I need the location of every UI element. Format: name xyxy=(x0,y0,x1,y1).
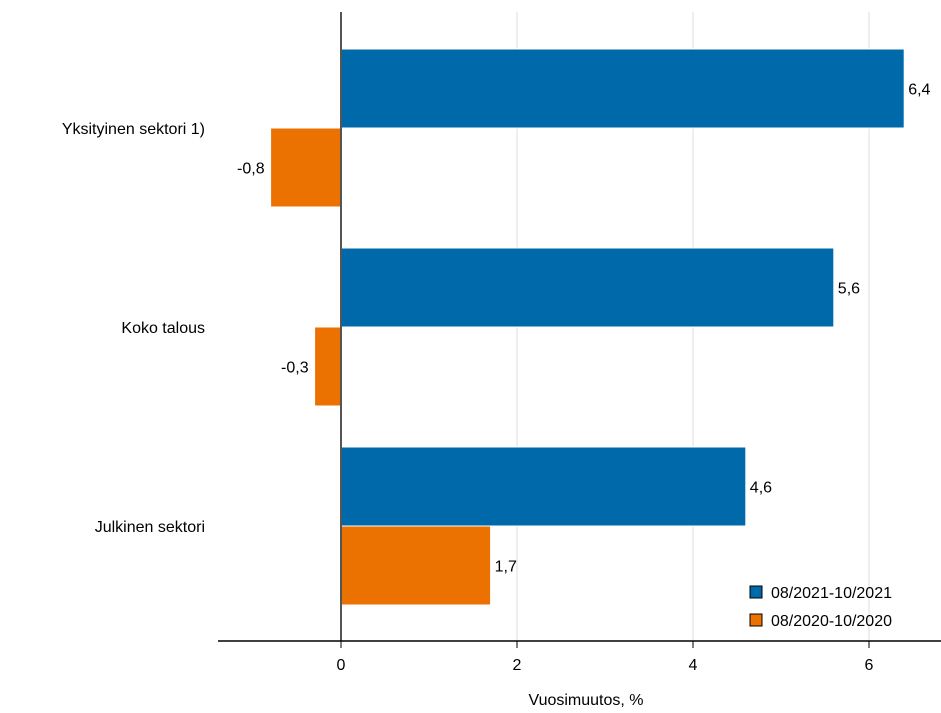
data-label: 6,4 xyxy=(908,82,930,99)
bar-series2 xyxy=(270,127,342,208)
x-tick-label: 2 xyxy=(513,657,522,674)
bar-series1 xyxy=(340,247,835,328)
data-label: 4,6 xyxy=(750,480,772,497)
legend-swatch xyxy=(749,585,763,599)
x-axis: 0 2 4 6 xyxy=(218,12,941,674)
category-label: Yksityinen sektori 1) xyxy=(62,121,205,138)
data-labels: 6,4 -0,8 5,6 -0,3 4,6 1,7 xyxy=(237,82,931,576)
legend-swatch xyxy=(749,613,763,627)
bar-series1 xyxy=(340,446,747,527)
category-label: Koko talous xyxy=(121,320,205,337)
data-label: 5,6 xyxy=(838,281,860,298)
legend-label: 08/2020-10/2020 xyxy=(771,613,892,630)
legend: 08/2021-10/2021 08/2020-10/2020 xyxy=(749,585,892,630)
x-tick-label: 0 xyxy=(337,657,346,674)
bars xyxy=(270,48,905,606)
category-labels: Yksityinen sektori 1) Koko talous Julkinen… xyxy=(62,121,205,536)
x-tick-label: 4 xyxy=(689,657,698,674)
bar-series1 xyxy=(340,48,905,129)
data-label: 1,7 xyxy=(495,559,517,576)
data-label: -0,3 xyxy=(281,360,309,377)
bar-series2 xyxy=(340,525,492,606)
x-axis-title: Vuosimuutos, % xyxy=(528,692,643,709)
x-tick-label: 6 xyxy=(865,657,874,674)
legend-label: 08/2021-10/2021 xyxy=(771,585,892,602)
bar-series2 xyxy=(314,326,342,407)
category-label: Julkinen sektori xyxy=(95,519,205,536)
data-label: -0,8 xyxy=(237,161,265,178)
